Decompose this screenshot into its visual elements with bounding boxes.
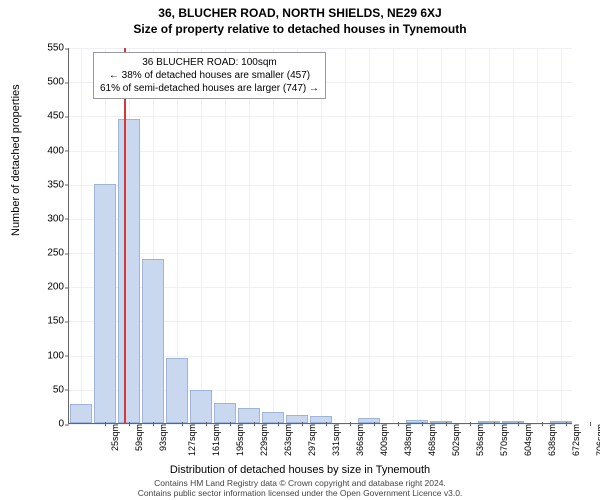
y-tick-label: 200 [47,282,64,293]
y-tick-label: 500 [47,77,64,88]
x-axis-label: Distribution of detached houses by size … [0,464,600,476]
footer-line-2: Contains public sector information licen… [0,488,600,498]
y-tick-label: 450 [47,111,64,122]
histogram-bar [70,404,92,423]
histogram-bar [166,358,188,423]
y-tick-label: 100 [47,350,64,361]
x-tick-label: 195sqm [235,424,245,456]
gridline-vertical [369,48,370,423]
x-tick-label: 638sqm [547,424,557,456]
y-tick-label: 350 [47,179,64,190]
gridline-vertical [393,48,394,423]
chart-container: 36, BLUCHER ROAD, NORTH SHIELDS, NE29 6X… [0,0,600,500]
x-tick-label: 25sqm [110,424,120,451]
histogram-bar [142,259,164,423]
x-tick-label: 263sqm [283,424,293,456]
gridline-vertical [321,48,322,423]
chart-title-main: 36, BLUCHER ROAD, NORTH SHIELDS, NE29 6X… [0,0,600,20]
histogram-bar [214,403,236,424]
footer-attribution: Contains HM Land Registry data © Crown c… [0,478,600,498]
gridline-vertical [513,48,514,423]
histogram-bar [550,421,572,423]
gridline-vertical [441,48,442,423]
y-tick-label: 300 [47,213,64,224]
x-tick-label: 161sqm [211,424,221,456]
x-tick-label: 706sqm [595,424,600,456]
gridline-vertical [201,48,202,423]
annotation-line-3: 61% of semi-detached houses are larger (… [100,82,319,95]
gridline-vertical [297,48,298,423]
histogram-bar [502,421,524,423]
histogram-bar [118,119,140,423]
gridline-vertical [489,48,490,423]
x-tick-label: 127sqm [187,424,197,456]
y-axis-ticks: 050100150200250300350400450500550 [0,48,64,424]
x-tick-label: 570sqm [499,424,509,456]
histogram-bar [430,421,452,423]
y-tick-label: 150 [47,316,64,327]
x-tick-label: 366sqm [355,424,365,456]
annotation-line-2: ← 38% of detached houses are smaller (45… [100,69,319,82]
gridline-vertical [561,48,562,423]
x-tick-label: 331sqm [331,424,341,456]
y-tick-label: 50 [53,384,64,395]
histogram-bar [478,421,500,423]
gridline-vertical [417,48,418,423]
histogram-bar [238,408,260,423]
x-tick-label: 604sqm [523,424,533,456]
x-tick-label: 59sqm [134,424,144,451]
annotation-box: 36 BLUCHER ROAD: 100sqm ← 38% of detache… [93,52,326,99]
chart-title-sub: Size of property relative to detached ho… [0,20,600,36]
y-tick-label: 0 [58,419,64,430]
property-marker-line [124,48,126,423]
gridline-vertical [345,48,346,423]
y-tick-label: 250 [47,248,64,259]
annotation-line-1: 36 BLUCHER ROAD: 100sqm [100,56,319,69]
x-tick-label: 229sqm [259,424,269,456]
gridline-vertical [81,48,82,423]
histogram-bar [286,415,308,423]
x-tick-label: 297sqm [307,424,317,456]
x-tick-label: 438sqm [403,424,413,456]
x-tick-label: 672sqm [571,424,581,456]
gridline-vertical [465,48,466,423]
plot-area: 36 BLUCHER ROAD: 100sqm ← 38% of detache… [68,48,572,424]
gridline-vertical [225,48,226,423]
x-tick-label: 502sqm [451,424,461,456]
x-tick-label: 400sqm [379,424,389,456]
x-tick-label: 536sqm [475,424,485,456]
y-tick-label: 550 [47,43,64,54]
histogram-bar [94,184,116,423]
histogram-bar [262,412,284,423]
gridline-vertical [249,48,250,423]
x-tick-label: 93sqm [158,424,168,451]
y-tick-label: 400 [47,145,64,156]
x-axis-ticks: 25sqm 59sqm 93sqm 127sqm 161sqm 195sqm 229sqm 2… [68,424,572,468]
histogram-bar [310,416,332,423]
histogram-bar [190,390,212,423]
gridline-vertical [537,48,538,423]
histogram-bar [358,418,380,423]
gridline-vertical [273,48,274,423]
x-tick-label: 468sqm [427,424,437,456]
histogram-bar [406,420,428,423]
footer-line-1: Contains HM Land Registry data © Crown c… [0,478,600,488]
